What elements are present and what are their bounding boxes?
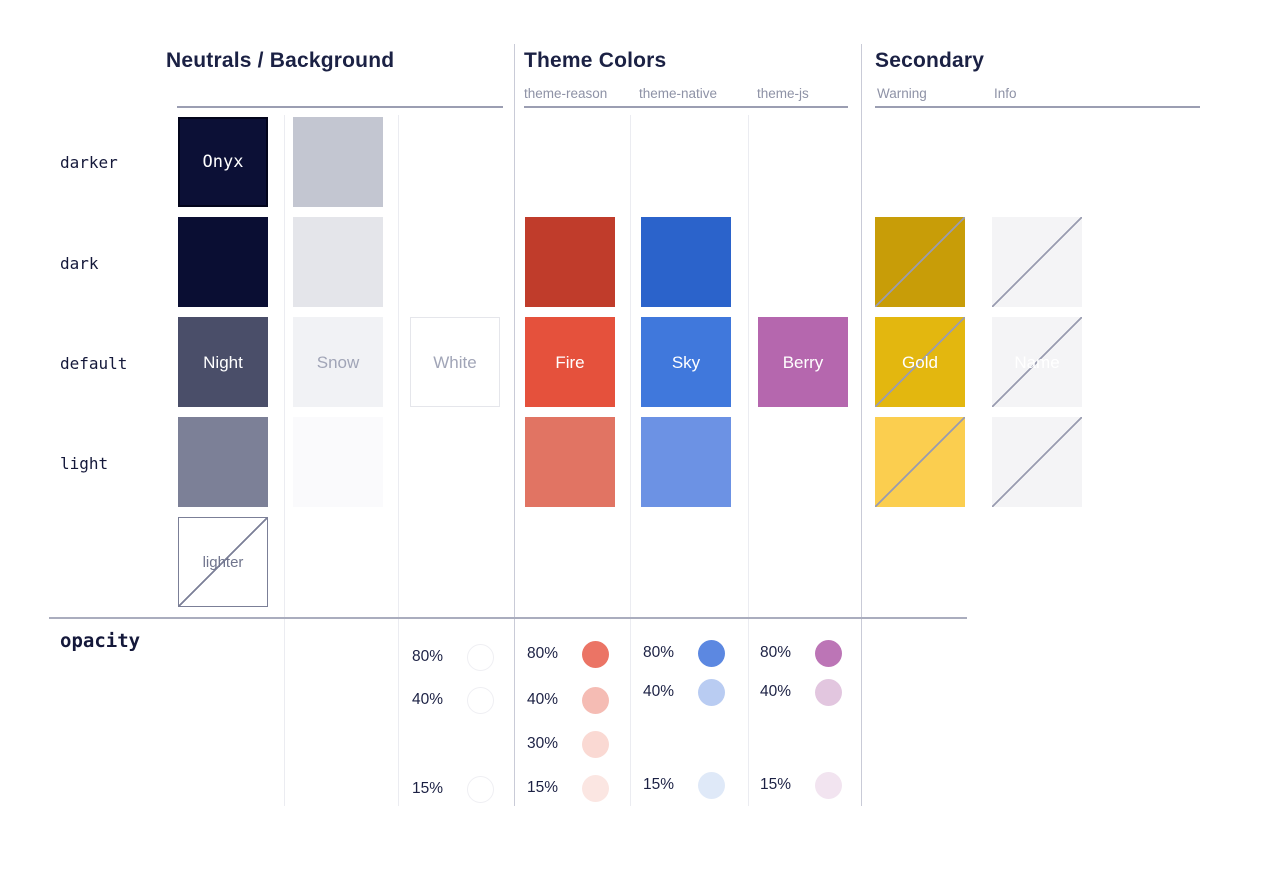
column-line-2 [398, 115, 399, 806]
header-rule-secondary [875, 106, 1200, 108]
opacity-percent-label: 30% [527, 735, 559, 752]
swatch-white: White [410, 317, 500, 407]
row-label-default: default [60, 354, 128, 373]
swatch-gold-light [875, 417, 965, 507]
swatch-fire-light [525, 417, 615, 507]
swatch-neutral2-dark [293, 217, 383, 307]
opacity-label: opacity [60, 630, 141, 652]
swatch-label-white: White [433, 352, 477, 372]
swatch-snow: Snow [293, 317, 383, 407]
swatch-neutral-light [178, 417, 268, 507]
header-rule-theme [524, 106, 848, 108]
column-line-3 [630, 115, 631, 806]
opacity-item-theme-js-40: 40% [760, 678, 842, 706]
opacity-item-theme-native-15: 15% [643, 771, 725, 799]
opacity-percent-label: 80% [412, 648, 444, 665]
opacity-percent-label: 40% [643, 683, 675, 700]
opacity-circle-theme-native-80 [698, 639, 725, 667]
opacity-item-theme-reason-15: 15% [527, 774, 609, 802]
swatch-label-gold: Gold [902, 352, 938, 372]
section-title-theme-colors: Theme Colors [524, 49, 667, 72]
swatch-lighter: lighter [178, 517, 268, 607]
swatch-label-sky: Sky [671, 352, 701, 372]
swatch-label-snow: Snow [316, 352, 360, 372]
opacity-percent-label: 40% [412, 691, 444, 708]
section-divider-1 [514, 44, 515, 806]
opacity-percent-label: 40% [760, 683, 792, 700]
swatch-night: Night [178, 317, 268, 407]
opacity-percent-label: 80% [643, 644, 675, 661]
opacity-circle-theme-reason-80 [582, 640, 609, 668]
swatch-info-dark [992, 217, 1082, 307]
swatch-label-fire: Fire [555, 352, 585, 372]
swatch-neutral2-darker [293, 117, 383, 207]
opacity-circle-white-80 [467, 643, 494, 671]
opacity-percent-label: 40% [527, 691, 559, 708]
swatch-berry: Berry [758, 317, 848, 407]
swatch-label-onyx: Onyx [202, 151, 244, 172]
opacity-item-white-40: 40% [412, 686, 494, 714]
opacity-circle-theme-reason-30 [582, 730, 609, 758]
swatch-fire: Fire [525, 317, 615, 407]
opacity-item-theme-reason-30: 30% [527, 730, 609, 758]
swatch-label-lighter: lighter [202, 553, 244, 571]
column-line-1 [284, 115, 285, 806]
section-title-neutrals: Neutrals / Background [166, 49, 395, 72]
header-rule-neutrals [177, 106, 503, 108]
section-divider-2 [861, 44, 862, 806]
swatch-neutral-dark [178, 217, 268, 307]
swatch-label-info-default: Name [1014, 352, 1060, 372]
opacity-item-theme-js-80: 80% [760, 639, 842, 667]
row-label-light: light [60, 454, 109, 473]
opacity-percent-label: 80% [527, 645, 559, 662]
sub-label-warning: Warning [877, 86, 927, 101]
sub-label-theme-reason: theme-reason [524, 86, 608, 101]
swatch-sky-dark [641, 217, 731, 307]
swatch-label-night: Night [203, 352, 243, 372]
sub-label-theme-native: theme-native [639, 86, 718, 101]
swatch-sky: Sky [641, 317, 731, 407]
opacity-percent-label: 80% [760, 644, 792, 661]
swatch-info-light [992, 417, 1082, 507]
opacity-circle-theme-reason-40 [582, 686, 609, 714]
opacity-percent-label: 15% [527, 779, 559, 796]
opacity-circle-theme-native-15 [698, 771, 725, 799]
opacity-item-theme-reason-80: 80% [527, 640, 609, 668]
swatch-fire-dark [525, 217, 615, 307]
opacity-item-theme-native-80: 80% [643, 639, 725, 667]
opacity-item-white-15: 15% [412, 775, 494, 803]
opacity-percent-label: 15% [412, 780, 444, 797]
swatch-sky-light [641, 417, 731, 507]
opacity-circle-theme-js-80 [815, 639, 842, 667]
swatch-onyx: Onyx [178, 117, 268, 207]
column-line-4 [748, 115, 749, 806]
opacity-circle-theme-js-40 [815, 678, 842, 706]
swatch-gold: Gold [875, 317, 965, 407]
swatch-neutral2-light [293, 417, 383, 507]
opacity-circle-theme-native-40 [698, 678, 725, 706]
opacity-item-theme-native-40: 40% [643, 678, 725, 706]
row-label-darker: darker [60, 153, 118, 172]
opacity-item-white-80: 80% [412, 643, 494, 671]
swatch-gold-dark [875, 217, 965, 307]
swatch-label-berry: Berry [782, 352, 824, 372]
sub-label-info: Info [994, 86, 1017, 101]
row-label-dark: dark [60, 254, 99, 273]
opacity-item-theme-reason-40: 40% [527, 686, 609, 714]
opacity-circle-theme-js-15 [815, 771, 842, 799]
swatch-info-default: Name [992, 317, 1082, 407]
opacity-percent-label: 15% [760, 776, 792, 793]
opacity-percent-label: 15% [643, 776, 675, 793]
opacity-circle-white-40 [467, 686, 494, 714]
sub-label-theme-js: theme-js [757, 86, 809, 101]
section-title-secondary: Secondary [875, 49, 985, 72]
opacity-item-theme-js-15: 15% [760, 771, 842, 799]
opacity-circle-white-15 [467, 775, 494, 803]
opacity-circle-theme-reason-15 [582, 774, 609, 802]
opacity-rule [49, 617, 967, 619]
